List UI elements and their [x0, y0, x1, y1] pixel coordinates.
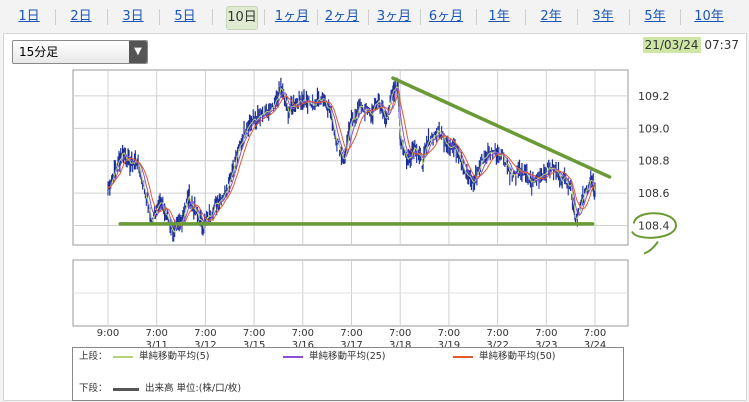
tab-separator — [368, 9, 369, 25]
legend-line-1 — [283, 356, 303, 358]
tab-separator — [107, 9, 108, 25]
y-tick-label: 109.2 — [638, 90, 670, 103]
y-tick-label: 108.8 — [638, 155, 670, 168]
legend-line-0 — [113, 356, 133, 358]
annotation-circle — [631, 212, 678, 255]
legend-item-0: 単純移動平均(5) — [139, 351, 210, 362]
interval-select[interactable]: 15分足 ▼ — [12, 40, 148, 64]
tab-1[interactable]: 2日 — [70, 9, 92, 24]
x-tick-date: 3/12 — [194, 340, 216, 351]
tab-5[interactable]: 1ヶ月 — [274, 9, 310, 24]
legend-line-2 — [453, 356, 473, 358]
x-tick-date: 3/16 — [292, 340, 314, 351]
x-tick-time: 7:00 — [292, 328, 314, 339]
chart-legend: 上段： 単純移動平均(5) 単純移動平均(25) 単純移動平均(50) 下段： 出来… — [72, 347, 624, 401]
y-tick-label: 108.6 — [638, 187, 670, 200]
x-tick-time: 7:00 — [145, 328, 167, 339]
tab-separator — [476, 9, 477, 25]
legend-volume-line — [113, 388, 139, 391]
x-tick-date: 3/17 — [340, 340, 362, 351]
x-tick-time: 7:00 — [389, 328, 411, 339]
tab-separator — [159, 9, 160, 25]
tab-separator — [680, 9, 681, 25]
timestamp-time: 07:37 — [704, 38, 739, 52]
interval-select-value: 15分足 — [19, 45, 59, 59]
tab-9[interactable]: 1年 — [488, 9, 510, 24]
x-tick-time: 7:00 — [438, 328, 460, 339]
x-tick-date: 3/19 — [438, 340, 460, 351]
x-tick-time: 7:00 — [243, 328, 265, 339]
tab-separator — [577, 9, 578, 25]
y-tick-label: 108.4 — [638, 220, 670, 233]
tab-10[interactable]: 2年 — [540, 9, 562, 24]
legend-volume-label: 出来高 単位:(株/口/枚) — [145, 383, 242, 394]
tab-13[interactable]: 10年 — [694, 9, 724, 24]
tab-separator — [317, 9, 318, 25]
tab-separator — [212, 9, 213, 25]
x-tick-time: 7:00 — [340, 328, 362, 339]
x-tick-date: 3/18 — [389, 340, 411, 351]
legend-item-1: 単純移動平均(25) — [309, 351, 386, 362]
tab-separator — [420, 9, 421, 25]
tab-separator — [55, 9, 56, 25]
tab-12[interactable]: 5年 — [644, 9, 666, 24]
tab-11[interactable]: 3年 — [592, 9, 614, 24]
trendline-resistance — [391, 76, 612, 179]
tab-4[interactable]: 10日 — [226, 6, 258, 30]
tab-8[interactable]: 6ヶ月 — [428, 9, 464, 24]
y-tick-label: 109.0 — [638, 122, 670, 135]
timestamp-date: 21/03/24 — [642, 37, 701, 53]
legend-upper-label: 上段： — [79, 351, 108, 362]
x-tick-time: 7:00 — [535, 328, 557, 339]
tab-3[interactable]: 5日 — [174, 9, 196, 24]
x-tick-date: 3/22 — [486, 340, 508, 351]
x-tick-time: 7:00 — [194, 328, 216, 339]
tab-2[interactable]: 3日 — [122, 9, 144, 24]
x-tick-time: 7:00 — [584, 328, 606, 339]
x-tick-date: 3/24 — [584, 340, 606, 351]
tab-7[interactable]: 3ヶ月 — [376, 9, 412, 24]
tab-separator — [264, 9, 265, 25]
tab-0[interactable]: 1日 — [18, 9, 40, 24]
legend-lower-label: 下段： — [79, 383, 108, 394]
chevron-down-icon[interactable]: ▼ — [129, 41, 147, 63]
tab-separator — [525, 9, 526, 25]
timestamp: 21/03/24 07:37 — [642, 37, 739, 53]
x-tick-date: 3/15 — [243, 340, 265, 351]
x-tick-time: 7:00 — [486, 328, 508, 339]
x-tick-date: 3/11 — [145, 340, 167, 351]
tab-separator — [629, 9, 630, 25]
x-tick-time: 9:00 — [97, 328, 119, 339]
sma-25-line — [107, 87, 596, 229]
sma-5-line — [107, 85, 596, 233]
tab-6[interactable]: 2ヶ月 — [324, 9, 360, 24]
x-tick-date: 3/23 — [535, 340, 557, 351]
legend-item-2: 単純移動平均(50) — [479, 351, 556, 362]
period-tabs: 1日 2日 3日 5日 10日 1ヶ月 2ヶ月 3ヶ月 6ヶ月 1年 2年 3年 5年 10年 — [0, 0, 749, 34]
